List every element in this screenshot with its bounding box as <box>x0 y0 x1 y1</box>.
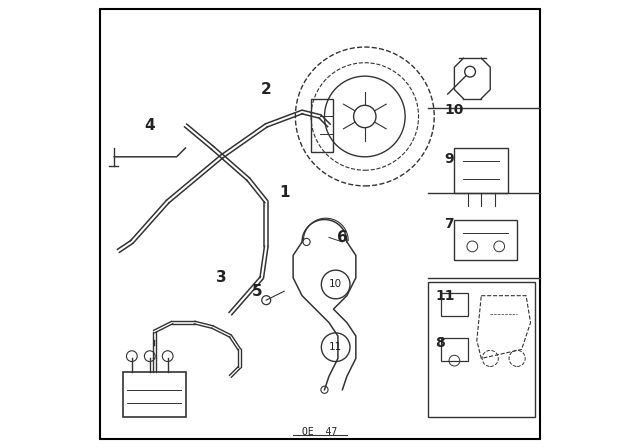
Bar <box>428 282 535 417</box>
Text: 10: 10 <box>329 280 342 289</box>
Text: 7: 7 <box>445 217 454 231</box>
Text: 5: 5 <box>252 284 262 299</box>
Text: 11: 11 <box>435 289 454 303</box>
Text: 9: 9 <box>445 152 454 166</box>
Text: 10: 10 <box>445 103 464 117</box>
Text: 2: 2 <box>261 82 271 97</box>
Text: 1: 1 <box>279 185 289 200</box>
Circle shape <box>303 238 310 246</box>
Circle shape <box>262 296 271 305</box>
Bar <box>441 338 468 361</box>
Text: 3: 3 <box>216 270 227 285</box>
Text: 4: 4 <box>145 118 155 133</box>
Circle shape <box>321 386 328 393</box>
Text: OE  47: OE 47 <box>302 427 338 437</box>
Text: 6: 6 <box>337 230 348 245</box>
Bar <box>454 148 508 193</box>
Bar <box>454 220 517 260</box>
Circle shape <box>465 66 476 77</box>
Text: 8: 8 <box>435 336 445 350</box>
Text: 11: 11 <box>329 342 342 352</box>
Bar <box>441 293 468 316</box>
Bar <box>123 372 186 417</box>
